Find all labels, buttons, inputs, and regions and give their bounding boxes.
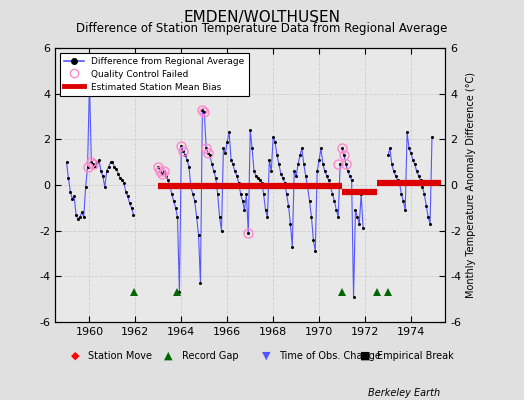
Text: ■: ■	[359, 351, 370, 361]
Text: EMDEN/WOLTHUSEN: EMDEN/WOLTHUSEN	[183, 10, 341, 25]
Text: Station Move: Station Move	[88, 351, 152, 361]
Y-axis label: Monthly Temperature Anomaly Difference (°C): Monthly Temperature Anomaly Difference (…	[465, 72, 476, 298]
Text: ◆: ◆	[71, 351, 79, 361]
Legend: Difference from Regional Average, Quality Control Failed, Estimated Station Mean: Difference from Regional Average, Qualit…	[60, 52, 249, 96]
Text: Difference of Station Temperature Data from Regional Average: Difference of Station Temperature Data f…	[77, 22, 447, 35]
Text: ▼: ▼	[262, 351, 270, 361]
Text: Berkeley Earth: Berkeley Earth	[368, 388, 440, 398]
Text: Time of Obs. Change: Time of Obs. Change	[279, 351, 381, 361]
Text: Empirical Break: Empirical Break	[377, 351, 454, 361]
Text: ▲: ▲	[165, 351, 173, 361]
Text: Record Gap: Record Gap	[182, 351, 238, 361]
